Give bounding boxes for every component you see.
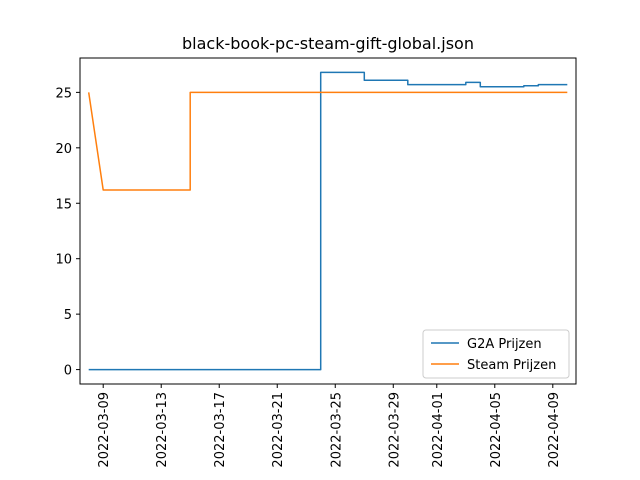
y-tick-label: 10 [55, 253, 72, 268]
axes-frame [79, 57, 577, 385]
x-tick-label: 2022-03-17 [213, 392, 228, 468]
x-axis: 2022-03-09 2022-03-13 2022-03-17 2022-03-21… [97, 384, 562, 468]
x-tick-label: 2022-03-21 [271, 392, 286, 468]
x-tick-label: 2022-03-13 [155, 392, 170, 468]
legend-label-1: Steam Prijzen [467, 358, 556, 373]
x-tick-label: 2022-04-09 [547, 392, 562, 468]
y-tick-label: 15 [55, 197, 72, 212]
x-tick-label: 2022-03-29 [387, 392, 402, 468]
series-line-1 [87, 91, 568, 191]
y-tick-label: 0 [64, 364, 72, 379]
x-tick-label: 2022-03-09 [97, 392, 112, 468]
series-line-0 [88, 71, 568, 371]
x-tick-label: 2022-03-25 [329, 392, 344, 468]
x-tick-label: 2022-04-01 [431, 392, 446, 468]
legend-label-0: G2A Prijzen [467, 337, 542, 352]
x-tick-label: 2022-04-05 [489, 392, 504, 468]
y-tick-label: 5 [64, 308, 72, 323]
y-axis: 0 5 10 15 20 25 [55, 86, 80, 379]
y-tick-label: 20 [55, 142, 72, 157]
legend-box [422, 329, 570, 379]
y-tick-label: 25 [55, 86, 72, 101]
chart-title: black-book-pc-steam-gift-global.json [182, 34, 474, 53]
plot-area [79, 57, 577, 385]
legend: G2A Prijzen Steam Prijzen [422, 329, 570, 379]
